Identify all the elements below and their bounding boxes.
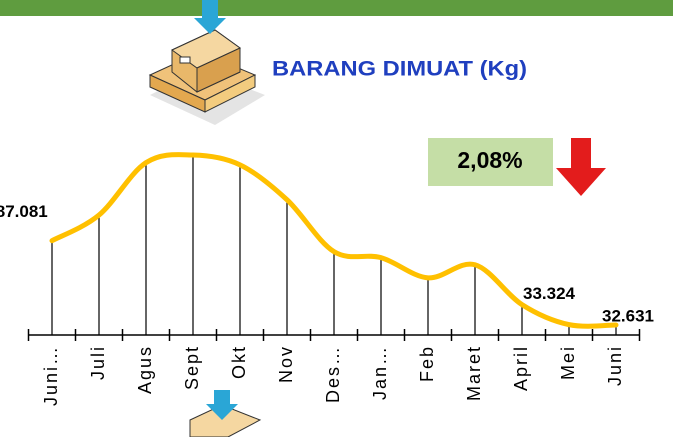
change-label: 2,08% (457, 147, 522, 173)
line (49, 152, 619, 329)
x-tick-label: Juni… (41, 345, 61, 406)
banner (0, 0, 673, 16)
x-tick-label: Feb (417, 345, 437, 382)
x-tick-label: Des… (323, 345, 343, 403)
title: BARANG DIMUAT (Kg) (272, 58, 527, 81)
data-label: 32.631 (602, 306, 654, 325)
data-label: 187.081 (0, 202, 48, 221)
x-tick-label: Maret (464, 345, 484, 401)
change-box (428, 138, 553, 186)
x-tick-label: April (511, 345, 531, 391)
x-tick-label: Nov (276, 345, 296, 383)
x-tick-label: Juli (88, 345, 108, 380)
down-arrow (556, 138, 606, 196)
x-tick-label: Jan… (370, 345, 390, 400)
x-tick-label: Agus (135, 345, 155, 394)
box-icon (148, 0, 265, 125)
data-label: 33.324 (523, 284, 576, 303)
x-tick-label: Okt (229, 345, 249, 379)
x-tick-label: Mei (558, 345, 578, 380)
box-icon-bottom (189, 390, 262, 437)
x-tick-label: Sept (182, 345, 202, 390)
x-tick-label: Juni (605, 345, 625, 386)
